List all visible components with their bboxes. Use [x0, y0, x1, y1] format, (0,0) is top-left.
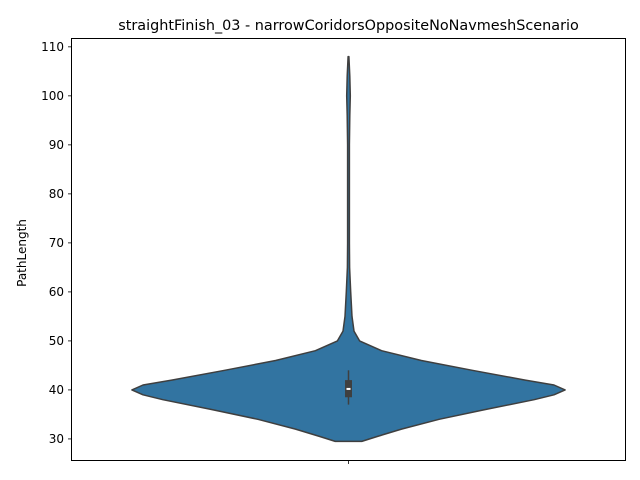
- y-tick-label: 110: [41, 40, 64, 54]
- y-tick-label: 70: [49, 236, 64, 250]
- plot-area: [131, 55, 566, 443]
- violin-body: [131, 55, 566, 443]
- box-median: [346, 387, 351, 390]
- chart-title: straightFinish_03 - narrowCoridorsOpposi…: [118, 18, 579, 34]
- y-tick-label: 100: [41, 89, 64, 103]
- y-axis: 30 40 50 60 70 80 90 100 110: [41, 40, 72, 446]
- y-tick-label: 50: [49, 334, 64, 348]
- y-tick-label: 60: [49, 285, 64, 299]
- axes-frame: [71, 38, 626, 461]
- y-tick-label: 90: [49, 138, 64, 152]
- y-tick-label: 80: [49, 187, 64, 201]
- y-axis-label: PathLength: [15, 219, 29, 287]
- y-tick-label: 40: [49, 383, 64, 397]
- y-tick-label: 30: [49, 432, 64, 446]
